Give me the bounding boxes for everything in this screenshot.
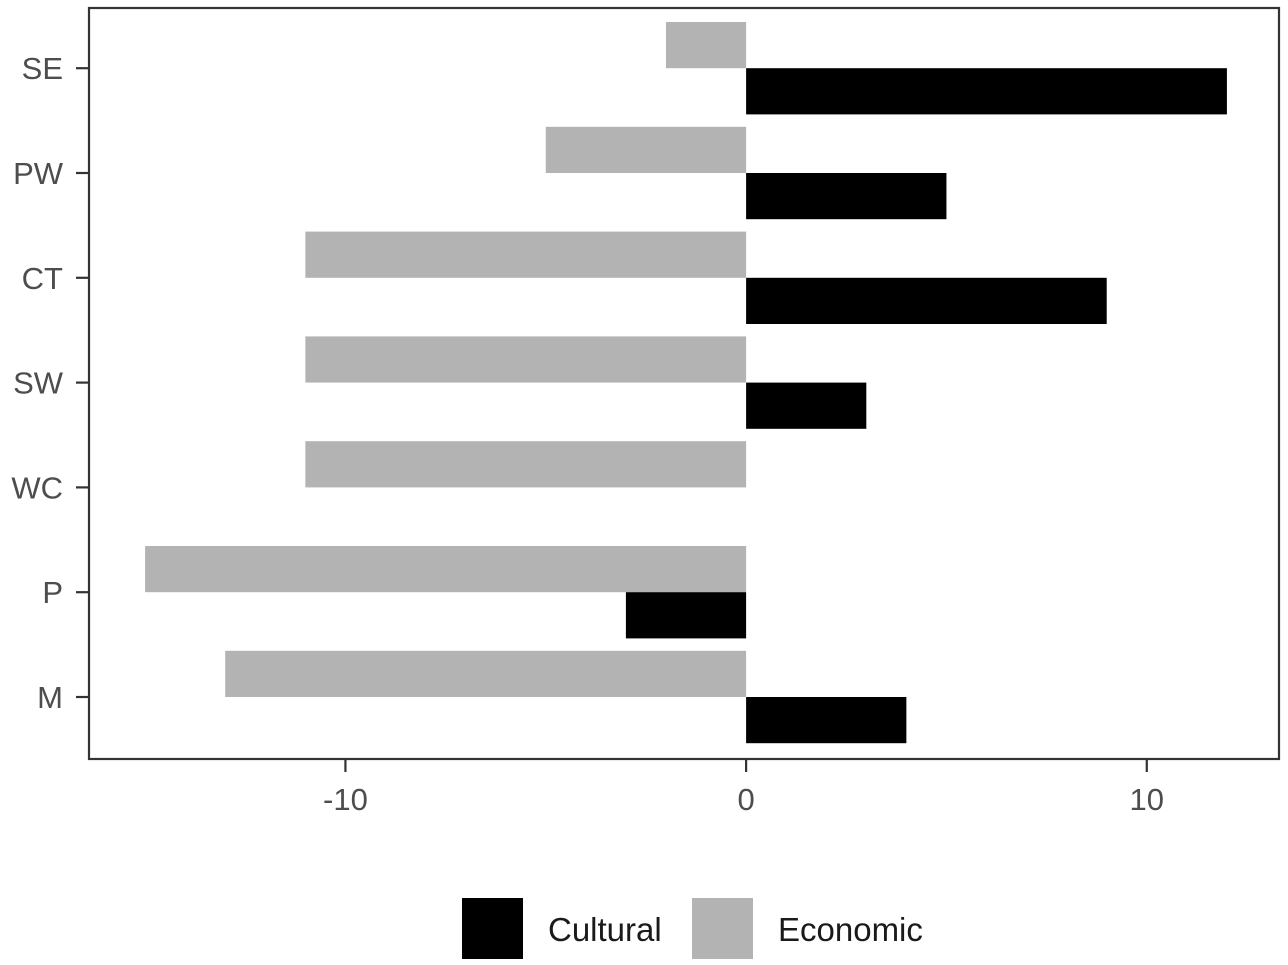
- bar-economic-wc: [305, 441, 747, 488]
- bar-cultural-ct: [746, 277, 1107, 324]
- y-tick-label-ct: CT: [22, 261, 63, 296]
- x-tick-label-10: 10: [1130, 782, 1164, 817]
- bar-economic-ct: [305, 231, 747, 278]
- bar-economic-m: [225, 650, 747, 697]
- legend-key-economic: [692, 898, 753, 959]
- bar-cultural-sw: [746, 382, 867, 429]
- x-tick-label--10: -10: [323, 782, 368, 817]
- bar-economic-pw: [545, 126, 747, 173]
- bar-cultural-m: [746, 697, 907, 744]
- bar-economic-p: [145, 546, 747, 593]
- bar-economic-se: [665, 22, 747, 69]
- x-axis: -10 0 10: [323, 759, 1164, 817]
- bars-layer: [145, 22, 1227, 744]
- legend: Cultural Economic: [462, 898, 923, 959]
- legend-key-cultural: [462, 898, 523, 959]
- bar-cultural-p: [625, 592, 747, 639]
- y-tick-label-se: SE: [22, 51, 63, 86]
- legend-label-cultural: Cultural: [548, 911, 662, 948]
- bar-cultural-se: [746, 68, 1227, 115]
- y-axis: SE PW CT SW WC P M: [11, 51, 89, 715]
- x-tick-label-0: 0: [737, 782, 754, 817]
- y-tick-label-pw: PW: [13, 156, 64, 191]
- y-tick-label-sw: SW: [13, 366, 64, 401]
- legend-label-economic: Economic: [778, 911, 923, 948]
- bar-cultural-pw: [746, 173, 947, 220]
- y-tick-label-p: P: [42, 575, 63, 610]
- bar-economic-sw: [305, 336, 747, 383]
- y-tick-label-m: M: [37, 680, 63, 715]
- y-tick-label-wc: WC: [11, 470, 63, 505]
